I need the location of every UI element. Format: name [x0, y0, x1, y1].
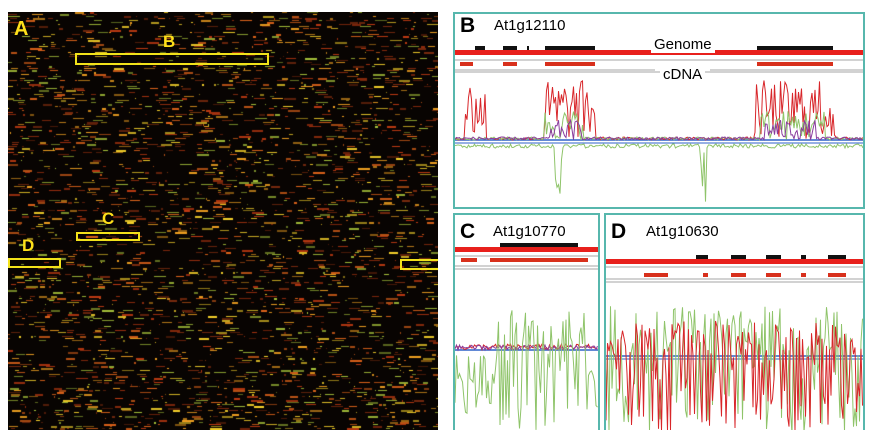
- heatmap-panel: A B C D: [8, 12, 438, 430]
- panel-b: B At1g12110 Genome cDNA: [453, 12, 865, 209]
- panel-d-plot: [606, 255, 863, 430]
- highlight-box-b: [75, 53, 269, 65]
- gene-exon: [828, 255, 846, 259]
- genome-label: Genome: [651, 36, 715, 53]
- cdna-exon: [828, 273, 846, 277]
- trace-green-neg: [455, 142, 863, 202]
- cdna-label: cDNA: [660, 66, 706, 83]
- gene-exon: [731, 255, 746, 259]
- gene-exon: [500, 243, 578, 247]
- gene-exon: [696, 255, 708, 259]
- cdna-exon: [731, 273, 746, 277]
- gene-name-b: At1g12110: [494, 17, 566, 34]
- cdna-exon: [801, 273, 806, 277]
- cdna-exon: [644, 273, 668, 277]
- cdna-exon: [461, 258, 477, 262]
- trace-purple: [455, 118, 863, 142]
- panel-label-c: C: [460, 220, 476, 243]
- gene-exon: [766, 255, 781, 259]
- highlight-box-d-right: [400, 259, 438, 270]
- box-label-d: D: [22, 236, 35, 255]
- cdna-exon: [545, 62, 595, 66]
- gene-exon: [757, 46, 833, 50]
- panel-label-b: B: [460, 14, 476, 37]
- cdna-exon: [490, 258, 588, 262]
- panel-d: D At1g10630: [604, 213, 865, 430]
- genome-track: [606, 259, 863, 264]
- genome-track: [455, 247, 598, 252]
- gene-exon: [475, 46, 485, 50]
- cdna-exon: [460, 62, 473, 66]
- panel-c: C At1g10770: [453, 213, 600, 430]
- panel-label-d: D: [611, 220, 627, 243]
- gene-name-d: At1g10630: [646, 223, 719, 240]
- heatmap-canvas: [8, 12, 438, 430]
- cdna-exon: [757, 62, 833, 66]
- gene-exon: [503, 46, 517, 50]
- gene-exon: [801, 255, 806, 259]
- highlight-box-d: [8, 258, 61, 268]
- trace-green: [606, 306, 863, 430]
- gene-exon: [527, 46, 529, 50]
- cdna-exon: [703, 273, 708, 277]
- highlight-box-c: [76, 232, 140, 241]
- cdna-exon: [766, 273, 781, 277]
- trace-green: [455, 110, 863, 142]
- panel-c-plot: [455, 243, 598, 430]
- box-label-b: B: [163, 32, 176, 51]
- panel-label-a: A: [14, 18, 29, 40]
- trace-green: [455, 310, 598, 430]
- gene-exon: [545, 46, 595, 50]
- trace-red: [606, 320, 863, 430]
- box-label-c: C: [102, 209, 115, 228]
- cdna-exon: [503, 62, 517, 66]
- gene-name-c: At1g10770: [493, 223, 566, 240]
